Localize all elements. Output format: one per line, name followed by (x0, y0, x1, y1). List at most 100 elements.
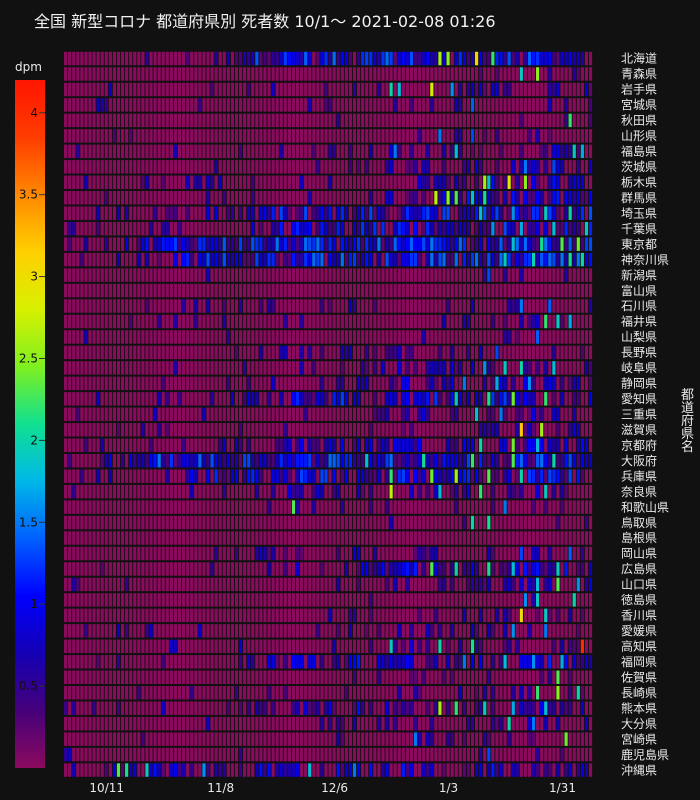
heatmap-cell[interactable] (344, 500, 348, 514)
heatmap-cell[interactable] (544, 191, 548, 205)
heatmap-cell[interactable] (418, 237, 422, 251)
heatmap-cell[interactable] (409, 268, 414, 282)
heatmap-cell[interactable] (381, 624, 385, 638)
heatmap-cell[interactable] (548, 345, 552, 360)
heatmap-cell[interactable] (361, 577, 365, 592)
heatmap-cell[interactable] (540, 515, 544, 530)
heatmap-cell[interactable] (133, 577, 137, 592)
heatmap-cell[interactable] (373, 314, 377, 329)
heatmap-cell[interactable] (226, 129, 230, 143)
heatmap-cell[interactable] (68, 160, 72, 174)
heatmap-cell[interactable] (116, 113, 121, 128)
heatmap-cell[interactable] (401, 82, 405, 97)
heatmap-cell[interactable] (251, 423, 255, 437)
heatmap-cell[interactable] (438, 345, 442, 360)
heatmap-cell[interactable] (377, 469, 381, 483)
heatmap-cell[interactable] (328, 407, 332, 422)
heatmap-cell[interactable] (527, 283, 532, 298)
heatmap-cell[interactable] (149, 144, 153, 159)
heatmap-cell[interactable] (536, 531, 540, 545)
heatmap-cell[interactable] (116, 206, 121, 220)
heatmap-cell[interactable] (271, 51, 275, 66)
heatmap-cell[interactable] (149, 314, 153, 329)
heatmap-cell[interactable] (194, 500, 198, 514)
heatmap-cell[interactable] (588, 191, 593, 205)
heatmap-cell[interactable] (312, 484, 316, 499)
heatmap-cell[interactable] (369, 160, 373, 174)
heatmap-cell[interactable] (568, 608, 572, 623)
heatmap-cell[interactable] (218, 562, 222, 576)
heatmap-cell[interactable] (295, 345, 300, 360)
heatmap-cell[interactable] (234, 237, 239, 251)
heatmap-cell[interactable] (251, 82, 255, 97)
heatmap-cell[interactable] (438, 268, 442, 282)
heatmap-cell[interactable] (536, 624, 540, 638)
heatmap-cell[interactable] (572, 314, 576, 329)
heatmap-cell[interactable] (369, 129, 373, 143)
heatmap-cell[interactable] (409, 608, 414, 623)
heatmap-cell[interactable] (344, 438, 348, 452)
heatmap-cell[interactable] (580, 113, 584, 128)
heatmap-cell[interactable] (291, 624, 296, 638)
heatmap-cell[interactable] (544, 144, 548, 159)
heatmap-cell[interactable] (348, 407, 353, 422)
heatmap-cell[interactable] (206, 206, 210, 220)
heatmap-cell[interactable] (381, 438, 385, 452)
heatmap-cell[interactable] (369, 361, 373, 375)
heatmap-cell[interactable] (377, 51, 381, 66)
heatmap-cell[interactable] (446, 191, 450, 205)
heatmap-cell[interactable] (389, 546, 393, 561)
heatmap-cell[interactable] (446, 438, 450, 452)
heatmap-cell[interactable] (145, 314, 149, 329)
heatmap-cell[interactable] (238, 407, 243, 422)
heatmap-cell[interactable] (210, 51, 214, 66)
heatmap-cell[interactable] (470, 345, 475, 360)
heatmap-cell[interactable] (544, 546, 548, 561)
heatmap-cell[interactable] (133, 175, 137, 190)
heatmap-cell[interactable] (470, 423, 475, 437)
heatmap-cell[interactable] (454, 546, 458, 561)
heatmap-cell[interactable] (373, 438, 377, 452)
heatmap-cell[interactable] (544, 299, 548, 313)
heatmap-cell[interactable] (430, 345, 434, 360)
heatmap-cell[interactable] (100, 577, 104, 592)
heatmap-cell[interactable] (259, 469, 263, 483)
heatmap-cell[interactable] (527, 345, 532, 360)
heatmap-cell[interactable] (483, 299, 487, 313)
heatmap-cell[interactable] (255, 453, 259, 468)
heatmap-cell[interactable] (165, 206, 169, 220)
heatmap-cell[interactable] (157, 283, 161, 298)
heatmap-cell[interactable] (295, 423, 300, 437)
heatmap-cell[interactable] (271, 175, 275, 190)
heatmap-cell[interactable] (438, 407, 442, 422)
heatmap-cell[interactable] (186, 67, 190, 81)
heatmap-cell[interactable] (401, 299, 405, 313)
heatmap-cell[interactable] (230, 562, 235, 576)
heatmap-cell[interactable] (312, 206, 316, 220)
heatmap-cell[interactable] (206, 129, 210, 143)
heatmap-cell[interactable] (137, 562, 141, 576)
heatmap-cell[interactable] (210, 438, 214, 452)
heatmap-cell[interactable] (422, 376, 426, 391)
heatmap-cell[interactable] (572, 299, 576, 313)
heatmap-cell[interactable] (300, 98, 304, 112)
heatmap-cell[interactable] (348, 608, 353, 623)
heatmap-cell[interactable] (129, 407, 133, 422)
heatmap-cell[interactable] (361, 469, 365, 483)
heatmap-cell[interactable] (409, 129, 414, 143)
heatmap-cell[interactable] (308, 392, 312, 406)
heatmap-cell[interactable] (568, 515, 572, 530)
heatmap-cell[interactable] (194, 283, 198, 298)
heatmap-cell[interactable] (76, 577, 80, 592)
heatmap-cell[interactable] (88, 484, 92, 499)
heatmap-cell[interactable] (120, 376, 125, 391)
heatmap-cell[interactable] (153, 577, 157, 592)
heatmap-cell[interactable] (222, 484, 226, 499)
heatmap-cell[interactable] (251, 407, 255, 422)
heatmap-cell[interactable] (88, 531, 92, 545)
heatmap-cell[interactable] (479, 438, 483, 452)
heatmap-cell[interactable] (64, 221, 68, 236)
heatmap-cell[interactable] (519, 438, 523, 452)
heatmap-cell[interactable] (279, 237, 283, 251)
heatmap-cell[interactable] (300, 129, 304, 143)
